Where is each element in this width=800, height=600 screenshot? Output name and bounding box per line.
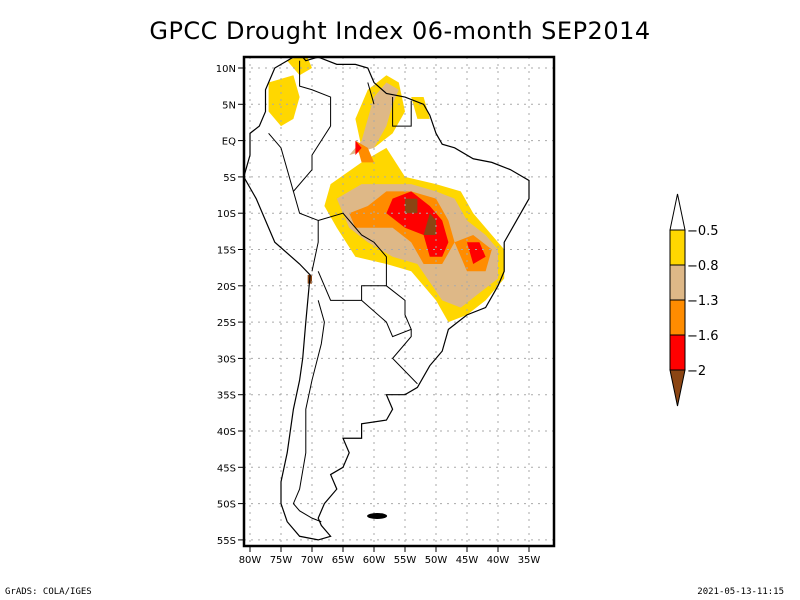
longitude-axis: 80W 75W 70W 65W 60W 55W 50W 45W 40W 35W [239, 546, 541, 566]
shade-yellow-guiana [411, 97, 430, 119]
lat-tick-label: 25S [217, 318, 236, 329]
lon-tick-label: 60W [363, 555, 386, 566]
lon-tick-label: 50W [425, 555, 448, 566]
country-border [299, 60, 332, 127]
coastlines-and-borders [244, 57, 530, 541]
country-border [292, 300, 325, 523]
country-border [361, 285, 412, 338]
lon-tick-label: 45W [456, 555, 479, 566]
shade-yellow-colombia [268, 75, 300, 127]
lon-tick-label: 55W [394, 555, 417, 566]
colorbar-segment [669, 334, 686, 371]
lat-tick-label: 40S [217, 427, 236, 438]
lon-tick-label: 40W [487, 555, 510, 566]
lat-tick-label: 20S [217, 282, 236, 293]
colorbar-top-arrow [669, 193, 686, 231]
lon-tick-label: 80W [239, 555, 262, 566]
colorbar-level-label: −1.6 [687, 329, 719, 344]
lat-tick-label: 55S [217, 536, 236, 547]
grads-credit: GrADS: COLA/IGES [5, 587, 92, 597]
map-frame [242, 55, 556, 548]
country-border [391, 329, 418, 385]
country-border [392, 97, 412, 127]
colorbar-level-label: −1.3 [687, 294, 719, 309]
lat-tick-label: EQ [222, 137, 236, 148]
lat-tick-label: 10N [216, 64, 236, 75]
lat-tick-label: 10S [217, 209, 236, 220]
colorbar-segment [669, 229, 686, 266]
colorbar-segment [669, 299, 686, 336]
shade-red-central [386, 191, 449, 257]
colorbar-bottom-arrow [669, 369, 686, 407]
map-gridlines [244, 57, 554, 546]
colorbar-level-label: −0.5 [687, 224, 719, 239]
lat-tick-label: 5N [222, 100, 236, 111]
lon-tick-label: 65W [332, 555, 355, 566]
drought-shading [268, 57, 505, 323]
country-border [292, 125, 332, 272]
colorbar-level-label: −2 [687, 364, 706, 379]
lat-tick-label: 50S [217, 500, 236, 511]
falkland-islands [367, 512, 388, 519]
lat-tick-label: 15S [217, 246, 236, 257]
timestamp: 2021-05-13-11:15 [697, 587, 784, 597]
lon-tick-label: 70W [301, 555, 324, 566]
shade-brown-1 [405, 198, 418, 214]
lat-tick-label: 5S [223, 173, 236, 184]
lat-tick-label: 30S [217, 354, 236, 365]
shade-red-mg [467, 242, 486, 265]
lat-tick-label: 45S [217, 463, 236, 474]
lat-tick-label: 35S [217, 391, 236, 402]
map-title: GPCC Drought Index 06-month SEP2014 [149, 17, 651, 45]
latitude-axis: 10N 5N EQ 5S 10S 15S 20S 25S 30S 35S 40S 45S 50S 55S [216, 64, 244, 547]
lon-tick-label: 75W [270, 555, 293, 566]
country-border [268, 133, 294, 192]
continent-coastline [244, 57, 530, 541]
colorbar-level-label: −0.8 [687, 259, 719, 274]
shade-brown-2 [423, 213, 436, 235]
shade-red-amazon [355, 140, 362, 156]
lon-tick-label: 35W [518, 555, 541, 566]
shade-tan-north [349, 82, 399, 156]
colorbar-segment [669, 264, 686, 301]
country-border [367, 82, 375, 105]
colorbar-legend: −0.5 −0.8 −1.3 −1.6 −2 [669, 193, 719, 407]
